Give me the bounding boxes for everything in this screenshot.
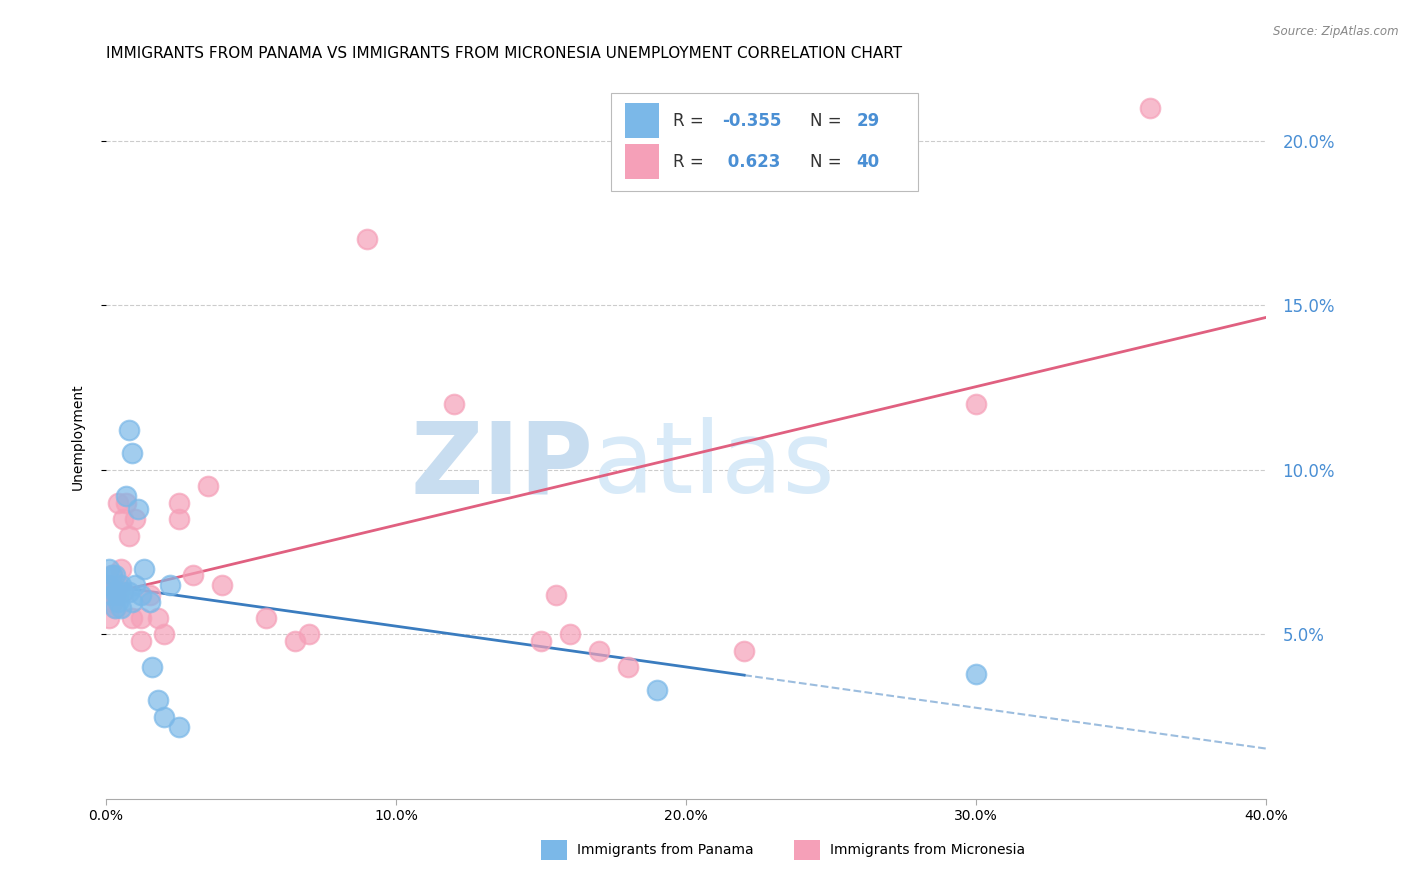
Text: Immigrants from Panama: Immigrants from Panama <box>576 843 754 857</box>
Point <box>965 667 987 681</box>
Text: 29: 29 <box>856 112 880 129</box>
Point <box>167 512 190 526</box>
Point <box>118 424 141 438</box>
Text: atlas: atlas <box>593 417 835 515</box>
Point <box>148 611 170 625</box>
Point <box>298 627 321 641</box>
Point <box>733 644 755 658</box>
Point <box>211 578 233 592</box>
Point <box>118 584 141 599</box>
Point <box>107 594 129 608</box>
Text: Source: ZipAtlas.com: Source: ZipAtlas.com <box>1274 25 1399 38</box>
FancyBboxPatch shape <box>610 93 918 191</box>
Point <box>121 611 143 625</box>
Point <box>112 512 135 526</box>
Point <box>1139 101 1161 115</box>
Point <box>110 578 132 592</box>
Point <box>544 588 567 602</box>
Text: -0.355: -0.355 <box>723 112 782 129</box>
Text: R =: R = <box>673 153 710 170</box>
Text: 40: 40 <box>856 153 880 170</box>
Y-axis label: Unemployment: Unemployment <box>72 384 86 491</box>
Point <box>124 512 146 526</box>
Point <box>159 578 181 592</box>
Text: ZIP: ZIP <box>411 417 593 515</box>
Point <box>101 568 124 582</box>
Point <box>110 601 132 615</box>
Point <box>104 584 127 599</box>
Point <box>112 584 135 599</box>
Point <box>167 720 190 734</box>
Point <box>104 601 127 615</box>
Point <box>98 584 121 599</box>
Point <box>254 611 277 625</box>
Point <box>107 496 129 510</box>
Point <box>443 397 465 411</box>
Point <box>101 594 124 608</box>
Point <box>148 693 170 707</box>
Point <box>101 578 124 592</box>
Point <box>110 561 132 575</box>
Text: N =: N = <box>810 153 848 170</box>
Point <box>138 588 160 602</box>
Point <box>115 489 138 503</box>
Point <box>101 588 124 602</box>
Point <box>129 634 152 648</box>
Point <box>121 594 143 608</box>
Point <box>132 561 155 575</box>
Point <box>617 660 640 674</box>
Text: R =: R = <box>673 112 710 129</box>
Point <box>356 232 378 246</box>
Point <box>560 627 582 641</box>
Point <box>124 578 146 592</box>
Text: IMMIGRANTS FROM PANAMA VS IMMIGRANTS FROM MICRONESIA UNEMPLOYMENT CORRELATION CH: IMMIGRANTS FROM PANAMA VS IMMIGRANTS FRO… <box>105 46 903 62</box>
Point <box>127 502 149 516</box>
Point <box>138 594 160 608</box>
Point <box>284 634 307 648</box>
Point <box>129 588 152 602</box>
Point <box>181 568 204 582</box>
FancyBboxPatch shape <box>624 103 659 138</box>
Point <box>115 496 138 510</box>
Point <box>98 611 121 625</box>
Point <box>104 588 127 602</box>
Point <box>141 660 163 674</box>
Point <box>530 634 553 648</box>
Point <box>104 568 127 582</box>
Point <box>118 529 141 543</box>
Point <box>965 397 987 411</box>
Point <box>107 588 129 602</box>
Point <box>820 150 842 164</box>
Point <box>104 601 127 615</box>
Point <box>153 627 176 641</box>
Point <box>588 644 610 658</box>
Text: 0.623: 0.623 <box>723 153 780 170</box>
Text: Immigrants from Micronesia: Immigrants from Micronesia <box>830 843 1025 857</box>
Point <box>121 446 143 460</box>
Point <box>101 568 124 582</box>
Point <box>98 578 121 592</box>
Text: N =: N = <box>810 112 848 129</box>
FancyBboxPatch shape <box>624 145 659 179</box>
Point <box>645 683 668 698</box>
Point <box>129 611 152 625</box>
Point <box>107 578 129 592</box>
Point <box>167 496 190 510</box>
Point <box>98 561 121 575</box>
Point <box>112 584 135 599</box>
Point <box>153 710 176 724</box>
Point <box>197 479 219 493</box>
